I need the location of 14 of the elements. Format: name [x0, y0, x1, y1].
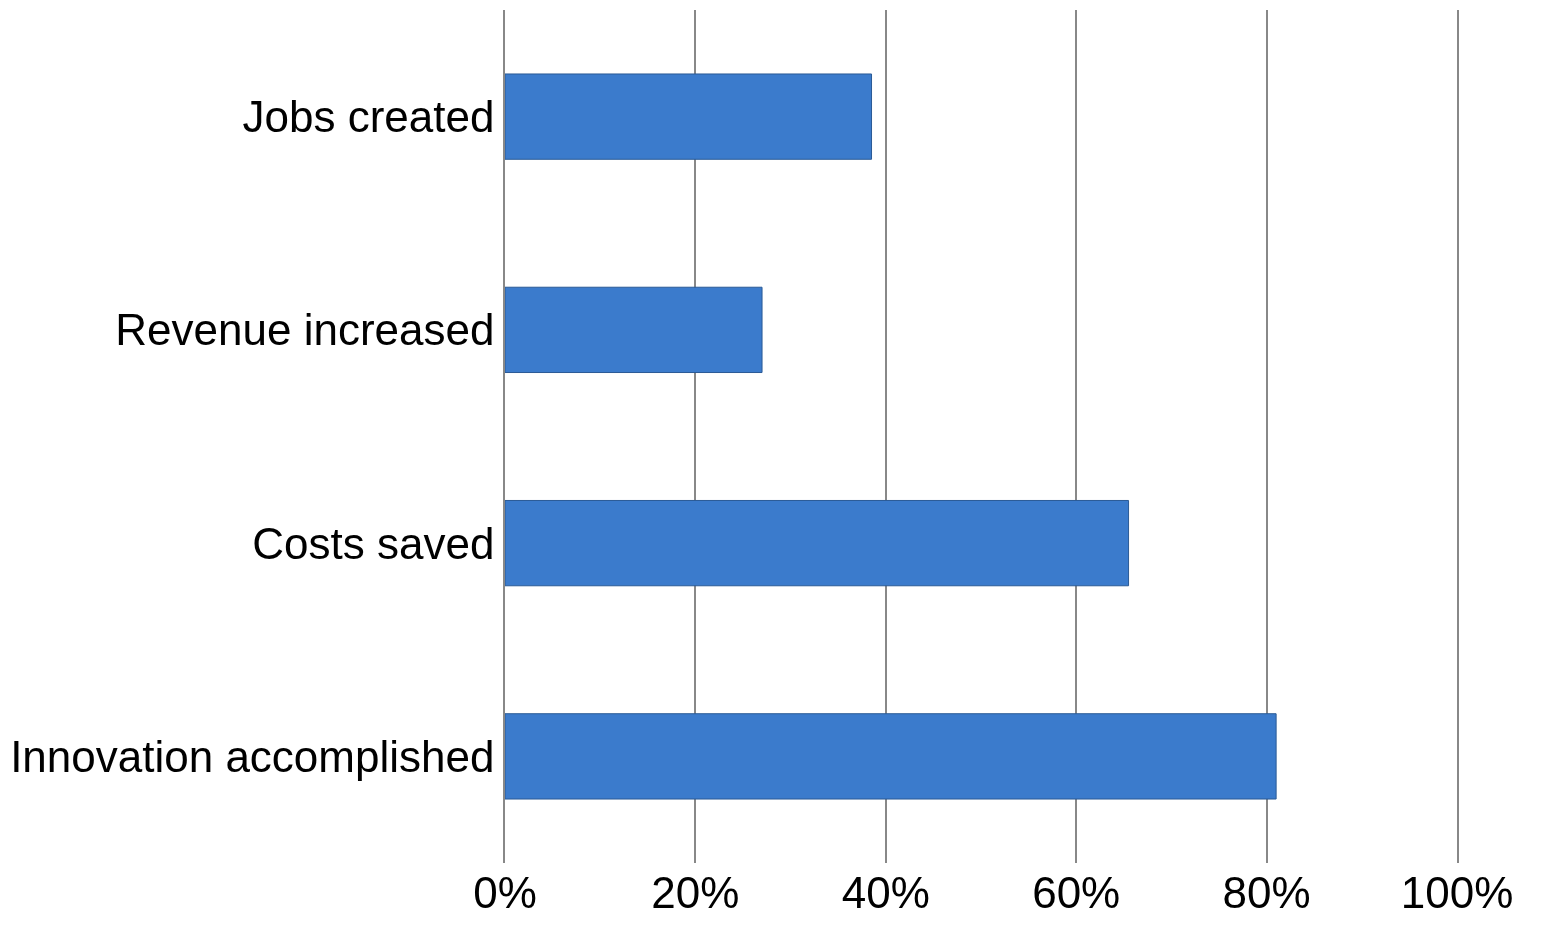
y-tick-label: Innovation accomplished: [10, 731, 495, 781]
x-tick-label: 20%: [651, 868, 740, 917]
bar: [505, 713, 1277, 800]
y-tick-label: Jobs created: [242, 92, 495, 142]
bar: [505, 73, 873, 160]
x-tick-label: 0%: [473, 868, 537, 917]
x-tick-label: 60%: [1032, 868, 1121, 917]
x-tick-label: 100%: [1400, 868, 1514, 917]
bar: [505, 499, 1130, 587]
x-tick-label: 80%: [1222, 868, 1311, 917]
y-tick-label: Costs saved: [252, 518, 495, 568]
x-tick-label: 40%: [841, 868, 930, 917]
y-tick-label: Revenue increased: [115, 305, 495, 355]
bar: [505, 286, 763, 374]
